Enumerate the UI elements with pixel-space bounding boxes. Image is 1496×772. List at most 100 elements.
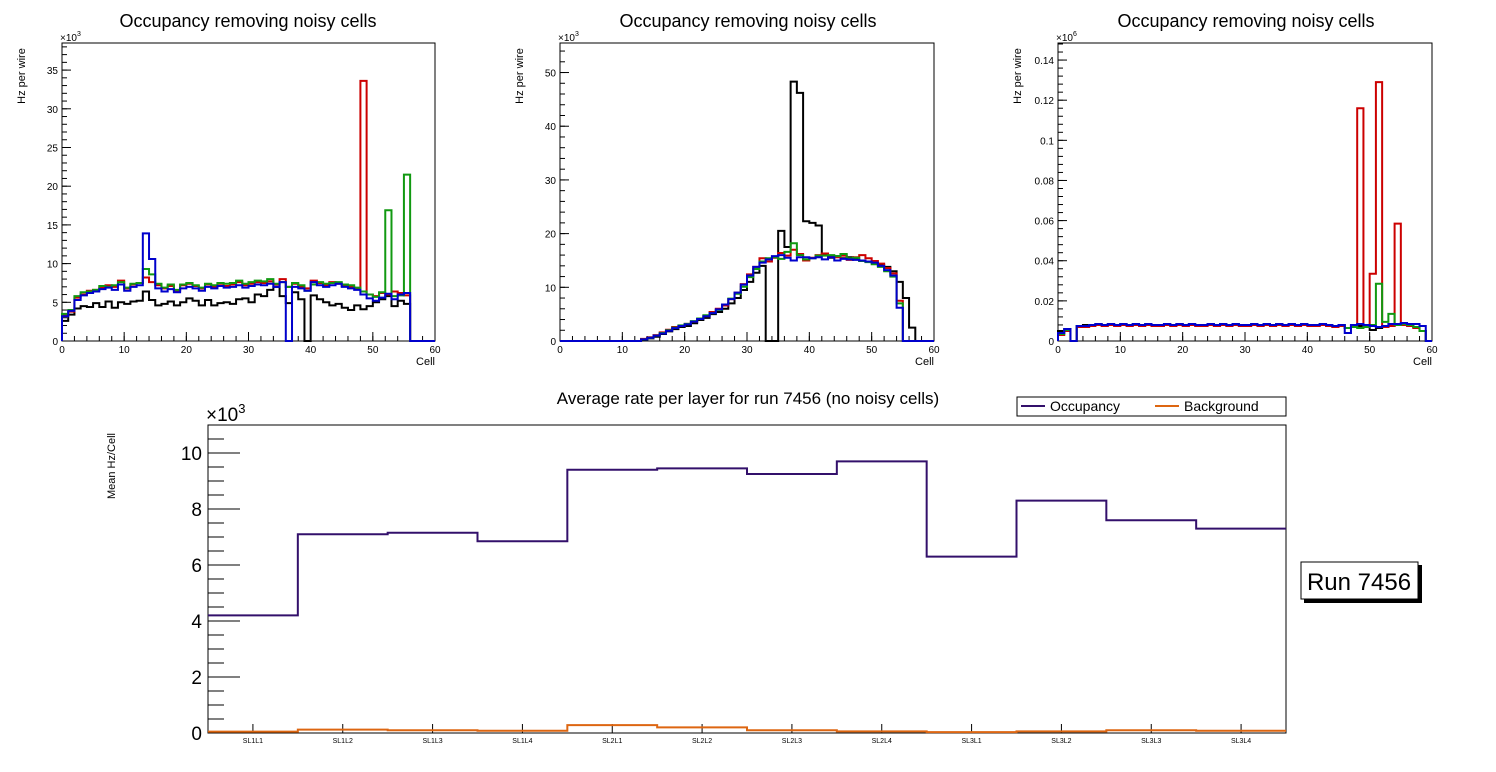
x-axis-label: Cell <box>1413 356 1432 368</box>
chart-title: Occupancy removing noisy cells <box>619 11 876 31</box>
series-green <box>61 173 435 342</box>
chart-2: Occupancy removing noisy cells Hz per wir… <box>514 11 940 368</box>
x-category-label: SL2L1 <box>602 738 622 745</box>
y-tick-label: 50 <box>545 69 557 80</box>
exponent-power: 3 <box>238 401 245 416</box>
y-tick-label: 4 <box>191 612 202 633</box>
y-tick-label: 0.12 <box>1035 96 1055 107</box>
x-tick-label: 0 <box>59 345 65 356</box>
x-category-label: SL2L3 <box>782 738 802 745</box>
x-category-label: SL3L2 <box>1051 738 1071 745</box>
y-tick-label: 0.04 <box>1035 257 1055 268</box>
y-tick-label: 0.1 <box>1040 136 1054 147</box>
exponent-base: ×10 <box>1056 33 1073 44</box>
exponent-base: ×10 <box>206 405 238 426</box>
y-tick-label: 0.06 <box>1035 217 1055 228</box>
y-tick-label: 6 <box>191 556 202 577</box>
x-category-label: SL3L3 <box>1141 738 1161 745</box>
legend-label-background: Background <box>1184 398 1259 414</box>
x-tick-label: 50 <box>866 345 878 356</box>
y-tick-label: 0 <box>1048 337 1054 348</box>
exponent-power: 3 <box>77 31 81 38</box>
x-tick-label: 0 <box>557 345 563 356</box>
legend-label-occupancy: Occupancy <box>1050 398 1120 414</box>
y-tick-label: 10 <box>181 444 202 465</box>
series-black <box>560 80 934 342</box>
y-tick-label: 0 <box>550 337 556 348</box>
y-tick-label: 30 <box>545 176 557 187</box>
y-tick-label: 8 <box>191 500 202 521</box>
y-axis-label: Hz per wire <box>514 48 526 104</box>
x-tick-label: 0 <box>1055 345 1061 356</box>
x-tick-label: 10 <box>119 345 131 356</box>
y-tick-label: 40 <box>545 122 557 133</box>
x-category-label: SL1L1 <box>243 738 263 745</box>
y-tick-label: 0.02 <box>1035 297 1055 308</box>
x-tick-label: 30 <box>243 345 255 356</box>
y-tick-label: 25 <box>47 143 59 154</box>
x-tick-label: 20 <box>679 345 691 356</box>
y-tick-label: 30 <box>47 105 59 116</box>
exponent-power: 6 <box>1073 31 1077 38</box>
x-category-label: SL2L4 <box>872 738 892 745</box>
exponent-label: ×103 <box>558 31 579 44</box>
x-tick-label: 40 <box>1302 345 1314 356</box>
y-axis-label: Hz per wire <box>16 48 28 104</box>
legend-box <box>1016 396 1287 417</box>
x-tick-label: 40 <box>305 345 317 356</box>
x-axis-label: Cell <box>416 356 435 368</box>
x-tick-label: 30 <box>741 345 753 356</box>
y-tick-label: 10 <box>545 283 557 294</box>
chart-title: Occupancy removing noisy cells <box>1117 11 1374 31</box>
chart-3: Occupancy removing noisy cells Hz per wir… <box>1012 11 1438 368</box>
exponent-base: ×10 <box>60 33 77 44</box>
series-blue <box>1057 321 1432 342</box>
y-tick-label: 10 <box>47 260 59 271</box>
plot-frame <box>559 42 935 342</box>
y-tick-label: 5 <box>52 298 58 309</box>
run-annotation: Run 7456 <box>1300 561 1422 603</box>
y-tick-label: 20 <box>545 230 557 241</box>
series-blue <box>61 232 435 342</box>
x-axis-label: Cell <box>915 356 934 368</box>
exponent-label: ×106 <box>1056 31 1077 44</box>
y-tick-label: 35 <box>47 66 59 77</box>
x-category-label: SL1L3 <box>422 738 442 745</box>
x-tick-label: 60 <box>429 345 441 356</box>
y-tick-label: 0 <box>191 724 202 745</box>
y-tick-label: 20 <box>47 182 59 193</box>
annotation-text: Run 7456 <box>1307 569 1411 596</box>
y-tick-label: 0.14 <box>1035 56 1055 67</box>
x-tick-label: 60 <box>928 345 940 356</box>
x-tick-label: 20 <box>181 345 193 356</box>
y-axis-label: Hz per wire <box>1012 48 1024 104</box>
x-category-label: SL3L4 <box>1231 738 1251 745</box>
series-occupancy <box>208 460 1286 617</box>
chart-title: Occupancy removing noisy cells <box>119 11 376 31</box>
series-background <box>208 724 1286 734</box>
x-category-label: SL1L4 <box>512 738 532 745</box>
x-tick-label: 50 <box>1364 345 1376 356</box>
exponent-label: ×103 <box>206 401 245 426</box>
series-green <box>560 242 934 342</box>
x-category-label: SL2L2 <box>692 738 712 745</box>
x-category-label: SL1L2 <box>333 738 353 745</box>
x-tick-label: 10 <box>1115 345 1127 356</box>
legend: Occupancy Background <box>1016 396 1287 417</box>
exponent-base: ×10 <box>558 33 575 44</box>
y-tick-label: 0 <box>52 337 58 348</box>
exponent-label: ×103 <box>60 31 81 44</box>
x-tick-label: 50 <box>367 345 379 356</box>
x-tick-label: 20 <box>1177 345 1189 356</box>
y-tick-label: 15 <box>47 221 59 232</box>
x-tick-label: 40 <box>804 345 816 356</box>
chart-1: Occupancy removing noisy cells Hz per wir… <box>16 11 441 368</box>
x-tick-label: 30 <box>1239 345 1251 356</box>
annotation-box <box>1300 561 1419 600</box>
x-category-label: SL3L1 <box>961 738 981 745</box>
y-tick-label: 0.08 <box>1035 176 1055 187</box>
chart-title: Average rate per layer for run 7456 (no … <box>557 389 939 408</box>
y-axis-label: Mean Hz/Cell <box>106 433 118 499</box>
y-tick-label: 2 <box>191 668 202 689</box>
